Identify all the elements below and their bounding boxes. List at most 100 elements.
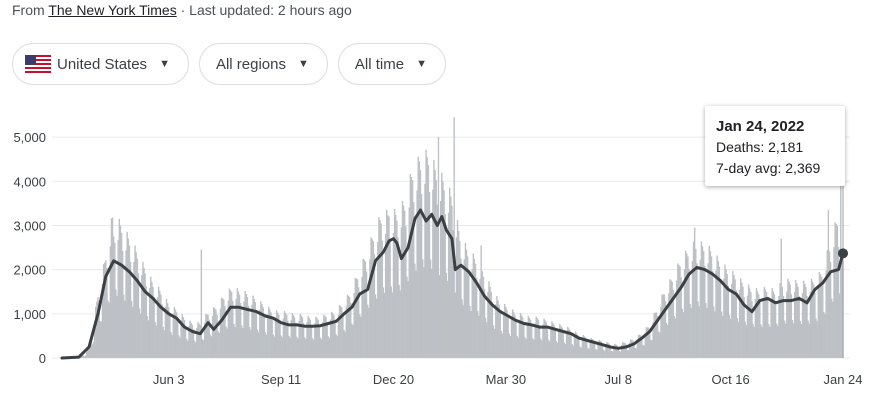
deaths-bar <box>239 303 242 358</box>
deaths-bar <box>486 322 488 358</box>
deaths-bar <box>323 314 325 358</box>
deaths-bar <box>88 346 90 358</box>
deaths-bar <box>560 325 562 358</box>
avg-line-endpoint[interactable] <box>838 248 848 259</box>
deaths-bar <box>608 343 610 358</box>
deaths-bar <box>504 303 506 358</box>
deaths-bar <box>752 323 754 358</box>
deaths-bar <box>154 322 156 358</box>
deaths-bar <box>263 314 265 358</box>
deaths-bar <box>326 322 328 358</box>
deaths-bar <box>719 279 722 358</box>
deaths-bar <box>777 326 779 358</box>
region-dropdown[interactable]: All regions ▼ <box>198 43 328 85</box>
deaths-bar <box>220 297 223 358</box>
deaths-bar <box>163 330 165 358</box>
deaths-bar <box>252 295 254 358</box>
deaths-bar <box>440 200 442 358</box>
deaths-bar <box>105 260 107 358</box>
deaths-bar <box>479 278 481 358</box>
x-tick-label: Oct 16 <box>711 372 749 387</box>
deaths-bar <box>728 315 731 358</box>
deaths-bar <box>81 355 83 358</box>
deaths-bar <box>126 231 128 358</box>
deaths-bar <box>378 217 380 358</box>
deaths-bar <box>329 319 332 358</box>
deaths-bar <box>635 348 637 358</box>
deaths-bar <box>745 325 748 358</box>
deaths-bar <box>641 337 643 358</box>
deaths-bar <box>790 294 793 358</box>
deaths-bar <box>769 326 771 358</box>
deaths-bar <box>354 277 356 358</box>
period-dropdown[interactable]: All time ▼ <box>337 43 446 85</box>
deaths-bar <box>206 314 208 358</box>
deaths-bar <box>582 335 585 358</box>
deaths-bar <box>711 270 714 358</box>
deaths-bar <box>369 259 371 358</box>
deaths-bar <box>104 262 106 358</box>
deaths-bar <box>795 279 797 358</box>
deaths-bar <box>228 288 231 358</box>
deaths-bar <box>470 310 472 358</box>
deaths-bar <box>482 276 485 358</box>
deaths-bar <box>266 314 269 358</box>
deaths-bar <box>404 210 406 358</box>
deaths-bar <box>508 333 510 358</box>
y-tick-label: 3,000 <box>13 218 46 233</box>
deaths-bar <box>749 288 751 358</box>
deaths-bar <box>402 205 405 358</box>
deaths-bar <box>653 313 655 358</box>
deaths-bar <box>604 350 606 358</box>
deaths-bar <box>388 216 390 358</box>
deaths-bar <box>257 332 260 358</box>
deaths-bar <box>472 253 474 358</box>
deaths-bar <box>475 277 478 358</box>
deaths-bar <box>680 277 682 358</box>
filter-bar: United States ▼ All regions ▼ All time ▼ <box>12 43 446 85</box>
deaths-bar <box>688 268 690 358</box>
country-dropdown[interactable]: United States ▼ <box>12 43 189 85</box>
deaths-bar <box>642 344 644 358</box>
deaths-bar <box>196 327 198 358</box>
deaths-bar <box>408 207 410 358</box>
deaths-bar <box>223 299 225 358</box>
deaths-bar <box>273 336 276 358</box>
deaths-bar <box>459 241 461 358</box>
deaths-bar <box>750 291 752 358</box>
deaths-bar <box>498 304 500 358</box>
deaths-bar <box>655 312 658 358</box>
deaths-bar <box>778 296 780 358</box>
deaths-bar <box>290 319 292 358</box>
deaths-bar <box>556 342 559 358</box>
deaths-bar <box>409 174 412 358</box>
deaths-bar <box>761 327 763 358</box>
deaths-bar <box>446 280 449 358</box>
deaths-bar <box>746 295 749 358</box>
source-publisher-link[interactable]: The New York Times <box>48 2 177 18</box>
deaths-bar <box>371 239 373 358</box>
deaths-bar <box>461 299 463 358</box>
deaths-bar <box>345 306 348 358</box>
deaths-bar <box>828 251 831 358</box>
deaths-bar <box>677 263 679 358</box>
deaths-bar <box>738 290 741 358</box>
deaths-bar <box>454 292 457 358</box>
deaths-bar <box>715 270 717 358</box>
deaths-bar <box>654 312 657 358</box>
deaths-bar <box>708 245 710 358</box>
deaths-bar <box>334 319 336 358</box>
deaths-bar <box>153 297 155 358</box>
deaths-bar <box>442 181 444 358</box>
deaths-bar <box>762 298 764 358</box>
tooltip-avg: 7-day avg: 2,369 <box>716 160 821 176</box>
deaths-bar <box>300 315 303 358</box>
period-dropdown-label: All time <box>354 55 405 73</box>
deaths-bar <box>270 312 272 358</box>
deaths-bar <box>788 281 790 358</box>
deaths-bar <box>783 320 786 358</box>
deaths-bar <box>465 249 468 358</box>
deaths-bar <box>431 268 433 358</box>
deaths-bar <box>780 238 782 358</box>
